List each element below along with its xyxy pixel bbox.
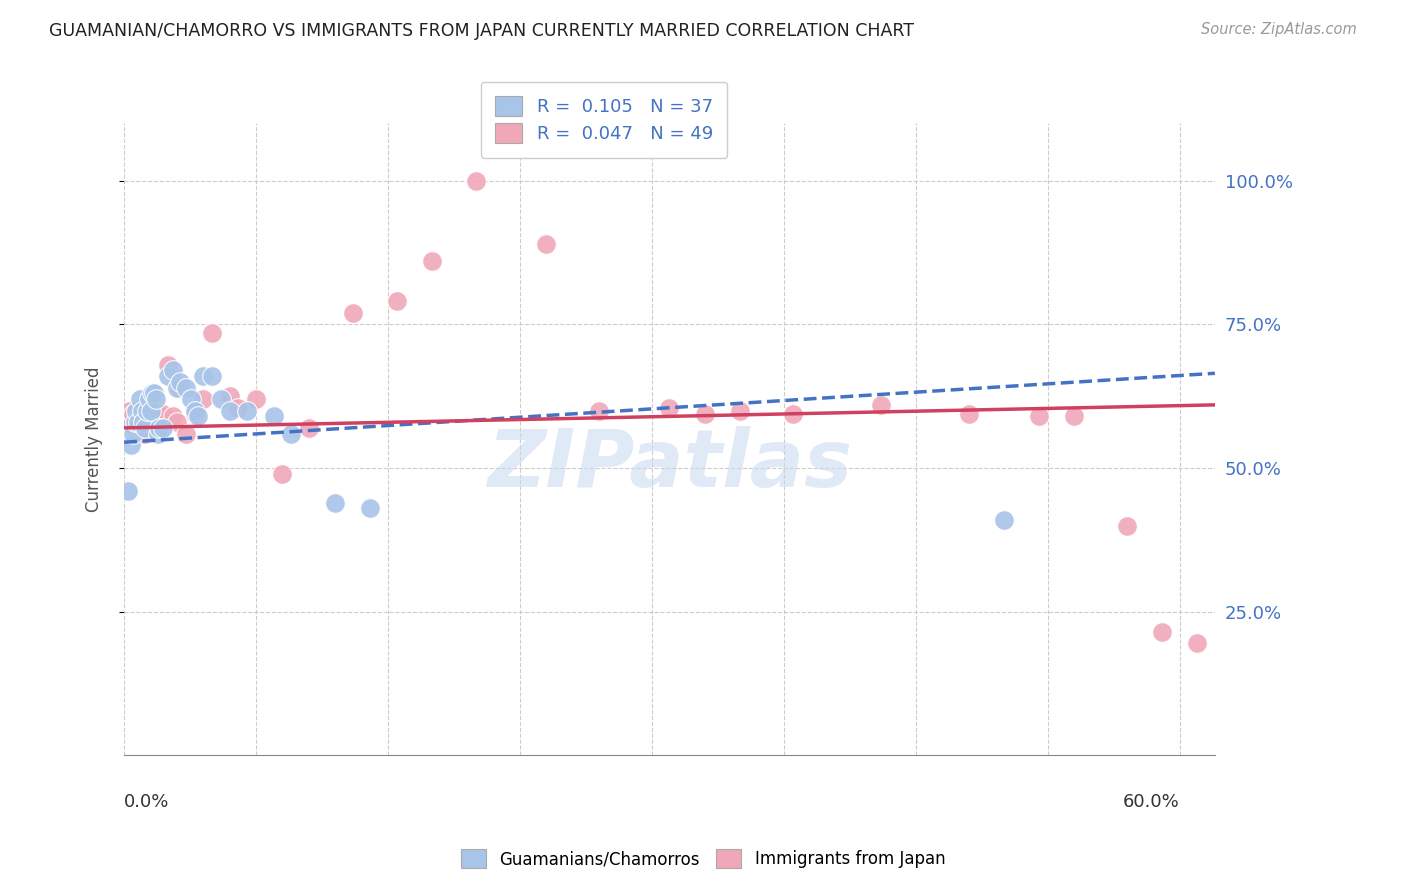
Point [280, 426, 302, 441]
Point [139, 403, 162, 417]
Point [693, 407, 716, 421]
Point [169, 375, 191, 389]
Point [1063, 409, 1085, 424]
Point [658, 401, 681, 415]
Point [127, 415, 149, 429]
Point [148, 407, 170, 421]
Y-axis label: Currently Married: Currently Married [86, 367, 103, 512]
Point [183, 407, 205, 421]
Text: Source: ZipAtlas.com: Source: ZipAtlas.com [1201, 22, 1357, 37]
Point [124, 415, 146, 429]
Point [263, 409, 285, 424]
Point [193, 369, 215, 384]
Point [162, 363, 184, 377]
Point [218, 403, 240, 417]
Point [869, 398, 891, 412]
Point [166, 415, 188, 429]
Point [218, 389, 240, 403]
Legend: R =  0.105   N = 37, R =  0.047   N = 49: R = 0.105 N = 37, R = 0.047 N = 49 [481, 82, 727, 158]
Point [174, 426, 197, 441]
Point [993, 513, 1015, 527]
Point [174, 381, 197, 395]
Point [136, 403, 159, 417]
Point [228, 401, 250, 415]
Point [298, 421, 321, 435]
Point [134, 421, 156, 435]
Point [1028, 409, 1050, 424]
Point [125, 415, 148, 429]
Point [152, 421, 174, 435]
Point [141, 386, 163, 401]
Point [201, 369, 224, 384]
Point [143, 392, 166, 406]
Point [127, 409, 149, 424]
Point [138, 409, 160, 424]
Point [536, 237, 558, 252]
Point [145, 392, 167, 406]
Point [157, 358, 180, 372]
Point [152, 407, 174, 421]
Point [131, 424, 153, 438]
Point [183, 403, 205, 417]
Point [141, 407, 163, 421]
Text: ZIPatlas: ZIPatlas [486, 425, 852, 504]
Point [271, 467, 294, 481]
Text: GUAMANIAN/CHAMORRO VS IMMIGRANTS FROM JAPAN CURRENTLY MARRIED CORRELATION CHART: GUAMANIAN/CHAMORRO VS IMMIGRANTS FROM JA… [49, 22, 914, 40]
Point [120, 415, 142, 429]
Legend: Guamanians/Chamorros, Immigrants from Japan: Guamanians/Chamorros, Immigrants from Ja… [454, 843, 952, 875]
Point [146, 426, 169, 441]
Point [385, 294, 408, 309]
Point [957, 407, 980, 421]
Point [124, 421, 146, 435]
Point [132, 417, 155, 432]
Point [782, 407, 804, 421]
Point [1115, 518, 1137, 533]
Point [117, 484, 139, 499]
Text: 60.0%: 60.0% [1123, 793, 1180, 811]
Point [120, 438, 142, 452]
Point [122, 407, 145, 421]
Point [187, 409, 209, 424]
Point [162, 409, 184, 424]
Point [146, 409, 169, 424]
Point [169, 381, 191, 395]
Point [588, 403, 610, 417]
Point [465, 174, 488, 188]
Point [180, 392, 202, 406]
Point [323, 495, 346, 509]
Point [129, 407, 152, 421]
Point [138, 392, 160, 406]
Point [728, 403, 751, 417]
Point [359, 501, 381, 516]
Point [201, 326, 224, 340]
Point [122, 426, 145, 441]
Point [134, 426, 156, 441]
Point [166, 381, 188, 395]
Point [342, 306, 364, 320]
Point [245, 392, 267, 406]
Point [145, 403, 167, 417]
Point [139, 395, 162, 409]
Point [129, 392, 152, 406]
Point [125, 403, 148, 417]
Point [209, 392, 232, 406]
Point [1152, 624, 1174, 639]
Point [157, 369, 180, 384]
Point [132, 415, 155, 429]
Point [1187, 636, 1209, 650]
Point [236, 403, 259, 417]
Point [148, 421, 170, 435]
Text: 0.0%: 0.0% [124, 793, 170, 811]
Point [131, 403, 153, 417]
Point [118, 403, 141, 417]
Point [143, 386, 166, 401]
Point [193, 392, 215, 406]
Point [420, 254, 443, 268]
Point [136, 415, 159, 429]
